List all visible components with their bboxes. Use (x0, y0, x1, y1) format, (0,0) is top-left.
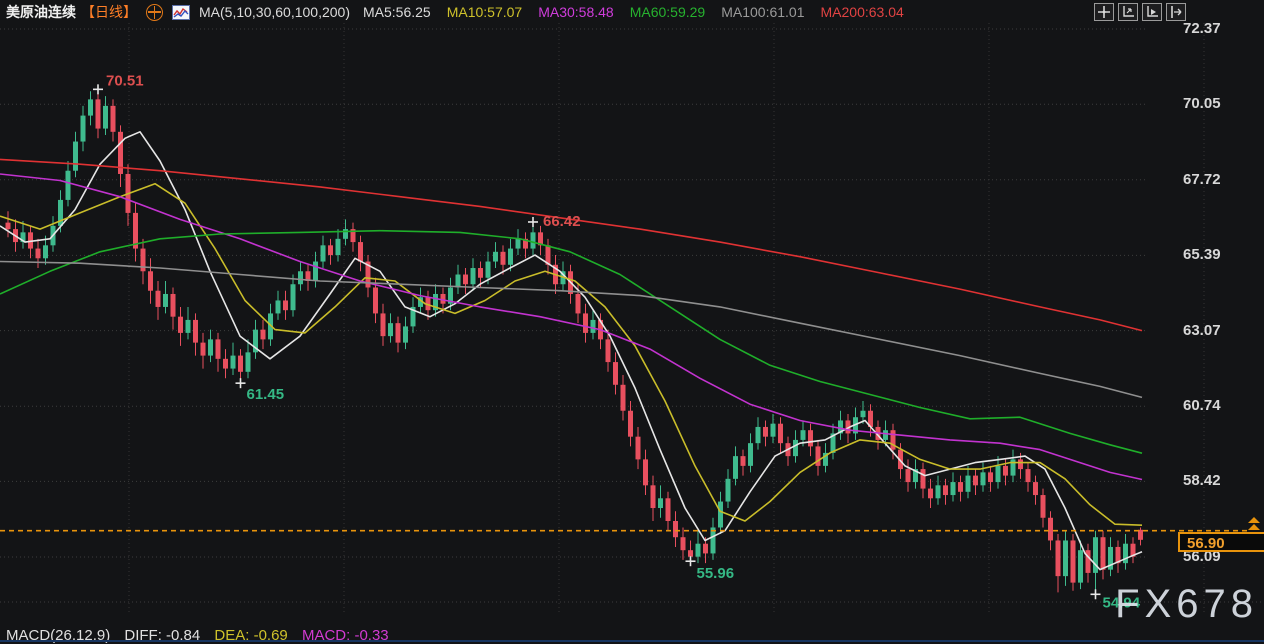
y-axis-tick-label: 63.07 (1183, 321, 1221, 339)
watermark: FX678 (1115, 582, 1258, 626)
ma-legend-item: MA10:57.07 (446, 4, 523, 20)
price-annotation: 70.51 (106, 72, 144, 89)
price-annotation: 66.42 (543, 213, 581, 230)
price-annotation: 61.45 (247, 386, 285, 403)
latest-price-arrow-icon[interactable] (1247, 517, 1261, 537)
ma-legend-item: MA30:58.48 (538, 4, 614, 20)
price-annotation: 55.96 (697, 565, 735, 582)
bottom-divider (0, 640, 1264, 642)
axis-scale-button[interactable] (1118, 3, 1138, 21)
symbol-name: 美原油连续 (6, 4, 76, 20)
pan-right-button[interactable] (1166, 3, 1186, 21)
y-axis-tick-label: 67.72 (1183, 170, 1221, 188)
macd-diff-value: DIFF: -0.84 (124, 627, 201, 644)
ma-legend-item: MA100:61.01 (721, 4, 805, 20)
chart-type-icon[interactable] (172, 4, 190, 20)
last-price-tag: 56.90 (1178, 531, 1264, 552)
ma-legend-item: MA5:56.25 (363, 4, 431, 20)
y-axis-tick-label: 65.39 (1183, 246, 1221, 264)
globe-icon[interactable] (146, 3, 163, 21)
macd-macd-value: MACD: -0.33 (301, 627, 389, 644)
y-axis-tick-label: 56.09 (1183, 548, 1221, 565)
y-axis-tick-label: 72.37 (1183, 20, 1221, 37)
ma-legend-item: MA200:63.04 (820, 4, 904, 20)
macd-settings-label[interactable]: MACD(26,12,9) (6, 627, 111, 644)
y-axis-tick-label: 70.05 (1183, 95, 1221, 113)
last-price-value: 56.90 (1187, 534, 1225, 552)
chart-header: 美原油连续 【日线】 MA(5,10,30,60,100,200) MA5:56… (6, 2, 904, 22)
chart-toolbar (1094, 3, 1186, 21)
move-tool-button[interactable] (1094, 3, 1114, 21)
ma-settings-label[interactable]: MA(5,10,30,60,100,200) (199, 4, 350, 20)
pan-right-icon (1171, 6, 1182, 18)
macd-dea-value: DEA: -0.69 (214, 627, 288, 644)
y-axis-tick-label: 58.42 (1183, 472, 1221, 490)
ma-legend: MA5:56.25 MA10:57.07 MA30:58.48 MA60:59.29 M… (359, 4, 904, 20)
y-axis-tick-label: 60.74 (1183, 397, 1221, 415)
price-annotation: 54.94 (1103, 594, 1141, 611)
ma-legend-item: MA60:59.29 (629, 4, 706, 20)
axis-scale-icon (1123, 6, 1134, 17)
auto-scroll-button[interactable] (1142, 3, 1162, 21)
timeframe-label[interactable]: 【日线】 (81, 4, 137, 20)
move-icon (1098, 6, 1110, 18)
macd-indicator-row[interactable]: MACD(26,12,9) DIFF: -0.84 DEA: -0.69 MAC… (6, 627, 399, 644)
axis-play-icon (1147, 6, 1158, 17)
